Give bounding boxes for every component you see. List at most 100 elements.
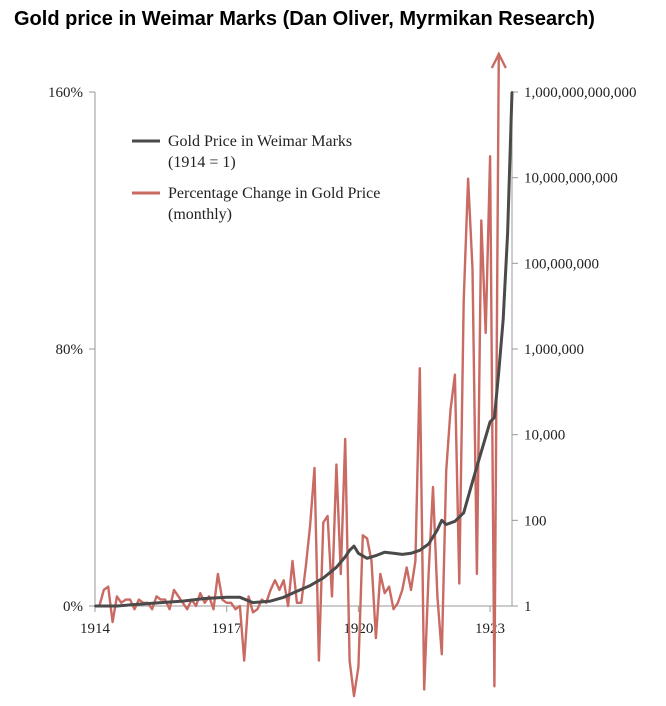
percentage-change-point: [282, 579, 285, 582]
gold-price-point: [252, 601, 254, 604]
gold-price-point: [445, 523, 448, 526]
gold-price-point: [497, 370, 500, 373]
percentage-change-point: [313, 467, 316, 469]
percentage-change-point: [159, 598, 162, 601]
percentage-change-point: [489, 155, 491, 158]
x-tick-label: 1914: [80, 621, 111, 637]
gold-price-point: [322, 577, 325, 579]
gold-price-point: [225, 596, 228, 599]
gold-price-point: [357, 552, 360, 555]
gold-price-point: [282, 596, 285, 599]
percentage-change-point: [480, 219, 483, 222]
percentage-change-point: [225, 601, 228, 604]
percentage-change-point: [405, 566, 408, 569]
arrow-layer: [490, 51, 507, 69]
gold-price-point: [506, 232, 509, 235]
gold-price-point: [392, 552, 395, 555]
gold-price-point: [436, 528, 439, 531]
gold-price-point: [427, 543, 430, 545]
percentage-change-point: [124, 598, 127, 601]
percentage-change-point: [274, 579, 276, 582]
percentage-change-point: [102, 589, 105, 591]
percentage-change-point: [217, 573, 219, 575]
percentage-change-point: [397, 601, 399, 604]
gold-price-point: [181, 600, 184, 603]
gold-price-point: [309, 584, 312, 587]
percentage-change-point: [116, 595, 118, 598]
y-right-tick-label: 1: [524, 599, 532, 615]
gold-price-point: [511, 91, 513, 93]
percentage-change-point: [467, 177, 469, 180]
percentage-change-point: [318, 659, 320, 662]
gold-price-point: [344, 555, 347, 558]
percentage-change-point: [230, 601, 233, 604]
percentage-change-point: [155, 595, 158, 598]
axes-layer: 0% 80% 160% 1 100 10,000 1,000,000 100,000,000 1…: [48, 85, 637, 637]
percentage-change-point: [309, 524, 311, 527]
percentage-change-point: [203, 601, 206, 604]
gold-price-point: [401, 553, 404, 556]
gold-price-point: [295, 590, 298, 593]
y-right-tick-label: 10,000,000,000: [524, 171, 618, 187]
percentage-change-point: [173, 589, 175, 591]
percentage-change-point: [177, 595, 180, 598]
percentage-change-point: [392, 608, 395, 611]
y-left-tick-label: 80%: [56, 342, 84, 358]
gold-price-point: [453, 520, 456, 523]
percentage-change-point: [445, 470, 448, 472]
chart-title: Gold price in Weimar Marks (Dan Oliver, …: [14, 8, 595, 30]
x-tick-label: 1920: [343, 621, 373, 637]
percentage-change-point: [440, 653, 443, 656]
percentage-change-point: [427, 573, 430, 575]
percentage-change-point: [375, 637, 377, 639]
legend-label: Gold Price in Weimar Marks: [168, 133, 352, 150]
percentage-change-point: [370, 560, 373, 562]
gold-price-point: [269, 600, 272, 603]
percentage-change-point: [291, 560, 294, 562]
percentage-change-point: [138, 598, 140, 601]
percentage-change-point: [331, 595, 333, 598]
gold-price-point: [502, 318, 505, 321]
percentage-change-point: [388, 585, 390, 588]
legend-item-percentage-change: Percentage Change in Gold Price (monthly): [132, 185, 380, 223]
gold-price-point: [462, 511, 465, 514]
percentage-change-point: [186, 608, 189, 611]
percentage-change-point: [353, 695, 355, 697]
y-right-tick-label: 100,000,000: [524, 256, 599, 272]
gold-price-point: [335, 566, 338, 569]
percentage-change-point: [243, 659, 246, 662]
percentage-change-point: [239, 605, 241, 607]
percentage-change-point: [212, 608, 215, 611]
gold-price-point: [353, 545, 355, 548]
y-right-tick-label: 100: [524, 513, 547, 529]
percentage-change-point: [300, 601, 303, 604]
percentage-change-point: [348, 659, 351, 662]
gold-price-point: [115, 605, 118, 607]
y-right-tick-label: 1,000,000,000,000: [524, 85, 637, 101]
percentage-change-point: [339, 573, 342, 575]
gold-price-point: [440, 519, 443, 522]
percentage-change-point: [414, 560, 417, 562]
gold-price-point: [493, 416, 496, 419]
off-scale-arrow-head: [490, 51, 507, 69]
legend-label: (monthly): [168, 206, 232, 223]
percentage-change-point: [278, 589, 281, 591]
gold-price-point: [94, 605, 96, 607]
gold-price-point: [238, 596, 241, 599]
series-line-gold-price: [95, 91, 514, 608]
legend-item-gold-price: Gold Price in Weimar Marks (1914 = 1): [132, 133, 352, 171]
percentage-change-point: [195, 605, 197, 607]
y-right-tick-label: 1,000,000: [524, 342, 584, 358]
percentage-change-point: [133, 608, 136, 611]
percentage-change-point: [357, 666, 360, 668]
gold-price-point: [348, 549, 351, 552]
gold-price-point: [366, 557, 369, 560]
y-right-tick-label: 10,000: [524, 428, 565, 444]
x-tick-label: 1923: [475, 621, 505, 637]
legend: Gold Price in Weimar Marks (1914 = 1) Perc…: [132, 133, 380, 223]
gold-price-point: [374, 554, 377, 557]
percentage-change-point: [256, 608, 259, 611]
percentage-change-point: [326, 515, 329, 517]
percentage-change-point: [287, 605, 289, 607]
gold-price-point: [383, 551, 386, 554]
